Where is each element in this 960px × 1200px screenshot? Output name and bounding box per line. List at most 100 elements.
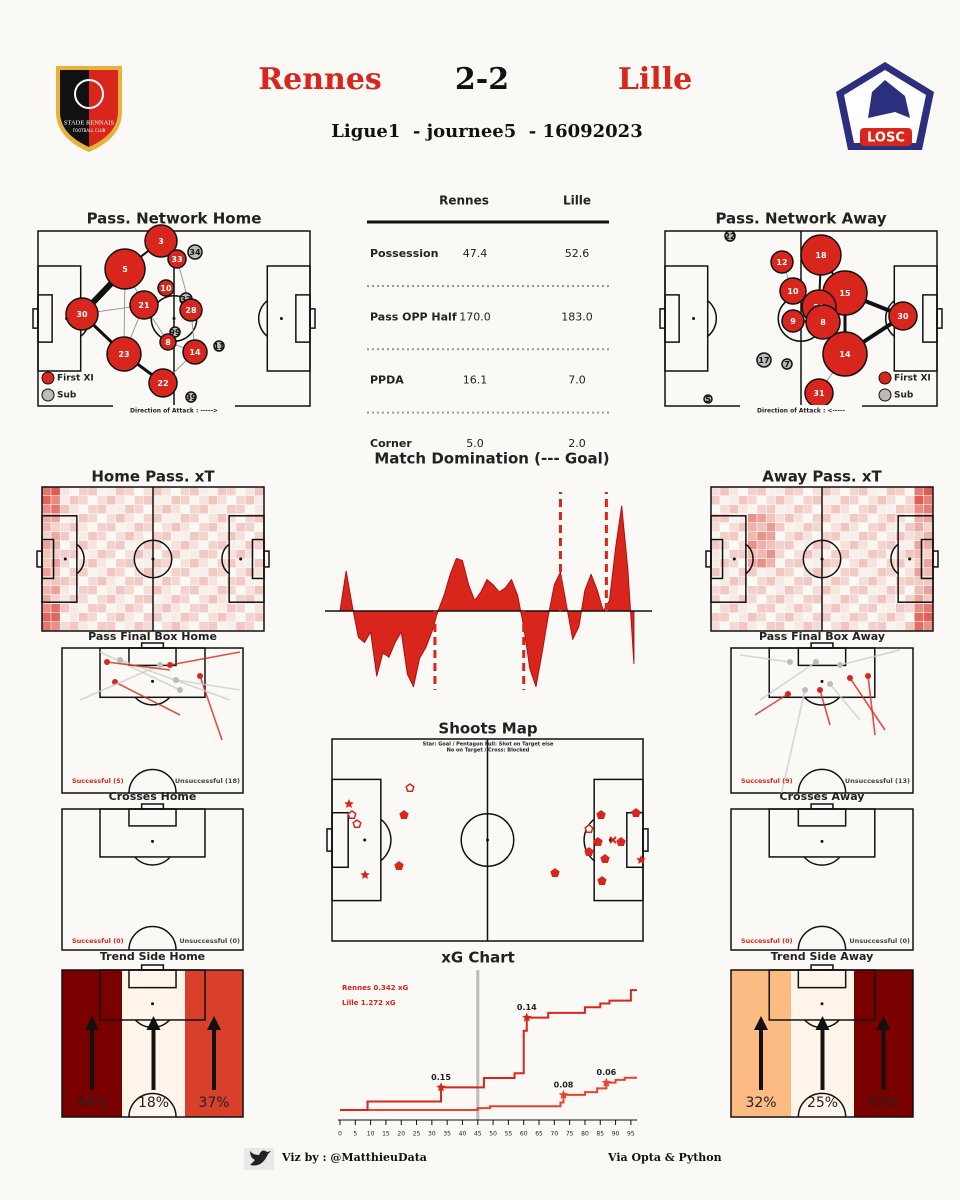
heat-cell <box>70 487 79 495</box>
pass-origin <box>197 673 203 679</box>
heat-cell <box>171 532 181 541</box>
heat-cell <box>143 586 153 595</box>
direction-box <box>740 405 862 420</box>
heat-cell <box>190 586 199 595</box>
heat-cell <box>171 496 181 505</box>
heat-cell <box>868 613 877 621</box>
heat-cell <box>171 595 181 604</box>
heat-cell <box>217 595 227 604</box>
x-tick-label: 85 <box>596 1131 604 1138</box>
heat-cell <box>711 496 720 505</box>
section-title: Trend Side Away <box>771 950 874 963</box>
pitch-line <box>128 925 177 951</box>
heat-cell <box>42 559 51 568</box>
heat-cell <box>162 559 171 568</box>
player-number: 12 <box>776 258 787 267</box>
legend-label: First XI <box>57 374 94 384</box>
heat-cell <box>106 541 116 550</box>
player-number: 10 <box>787 287 799 296</box>
heat-cell <box>785 568 794 577</box>
heat-cell <box>190 541 199 550</box>
heat-cell <box>254 487 264 496</box>
heat-cell <box>775 550 785 559</box>
heat-cell <box>794 550 803 559</box>
heat-cell <box>61 541 70 549</box>
heat-cell <box>97 595 107 604</box>
stat-label: Possession <box>370 247 438 260</box>
heat-cell <box>785 586 794 595</box>
pass-origin <box>817 687 823 693</box>
heat-cell <box>144 604 153 612</box>
trend-arrowhead <box>754 1016 768 1030</box>
logo-banner <box>860 128 912 146</box>
heat-cell <box>729 604 739 613</box>
heat-cell <box>877 577 887 586</box>
stat-value: 170.0 <box>459 310 491 323</box>
heat-cell <box>812 541 822 550</box>
heat-cell <box>711 505 720 513</box>
heat-cell <box>822 496 831 505</box>
heat-cell <box>107 532 116 540</box>
heat-cell <box>180 541 190 550</box>
heat-cell <box>711 586 720 595</box>
heat-cell <box>775 523 785 532</box>
pitch-spot <box>151 839 154 843</box>
pass-origin <box>167 662 173 668</box>
heat-cell <box>227 604 236 613</box>
heat-cell <box>97 496 107 505</box>
heat-cell <box>208 550 218 559</box>
heat-cell <box>51 505 60 514</box>
heat-cell <box>822 505 831 514</box>
heat-cell <box>868 541 877 549</box>
player-node <box>781 358 793 370</box>
heat-cell <box>171 505 181 514</box>
heat-cell <box>748 586 757 595</box>
heat-cell <box>766 541 776 550</box>
heat-cell <box>886 505 896 514</box>
heat-cell <box>79 622 88 631</box>
heat-cell <box>730 568 739 576</box>
heat-cell <box>775 622 785 631</box>
pass-arrow <box>867 675 876 736</box>
heat-cell <box>766 505 776 514</box>
heat-cell <box>116 532 125 541</box>
heat-cell <box>757 595 766 603</box>
logo-emblem <box>74 79 104 109</box>
heat-cell <box>849 541 859 550</box>
heat-cell <box>849 622 859 631</box>
heat-cell <box>757 577 766 586</box>
heat-cell <box>60 586 70 595</box>
heat-cell <box>42 586 51 595</box>
heat-cell <box>88 550 97 559</box>
heat-cell <box>190 604 199 613</box>
heat-cell <box>97 532 107 541</box>
heat-cell <box>61 613 70 621</box>
heat-cell <box>254 541 264 550</box>
pitch-line <box>810 642 834 649</box>
heat-cell <box>88 541 97 550</box>
heat-cell <box>227 496 236 504</box>
heat-cell <box>171 550 181 559</box>
pitch-spot <box>820 557 824 561</box>
heat-cell <box>748 532 757 541</box>
heat-cell <box>171 514 181 523</box>
pitch-line <box>707 300 717 337</box>
heat-cell <box>729 595 739 604</box>
heat-cell <box>720 514 729 523</box>
heat-cell <box>729 487 739 496</box>
heat-cell <box>738 550 748 559</box>
heat-cell <box>868 532 877 541</box>
pass-arrow <box>739 654 791 663</box>
pass-origin <box>847 675 853 681</box>
heat-cell <box>172 487 181 495</box>
heat-cell <box>878 487 887 495</box>
heat-cell <box>923 586 933 595</box>
heat-cell <box>227 523 236 532</box>
heat-cell <box>199 505 208 514</box>
heat-cell <box>143 496 153 505</box>
heat-cell <box>859 532 868 541</box>
shot <box>352 819 362 828</box>
heat-cell <box>190 505 199 514</box>
heat-cell <box>199 568 208 577</box>
heat-cell <box>868 487 877 496</box>
